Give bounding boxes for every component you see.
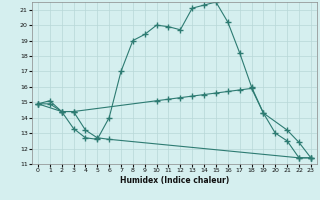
X-axis label: Humidex (Indice chaleur): Humidex (Indice chaleur) bbox=[120, 176, 229, 185]
